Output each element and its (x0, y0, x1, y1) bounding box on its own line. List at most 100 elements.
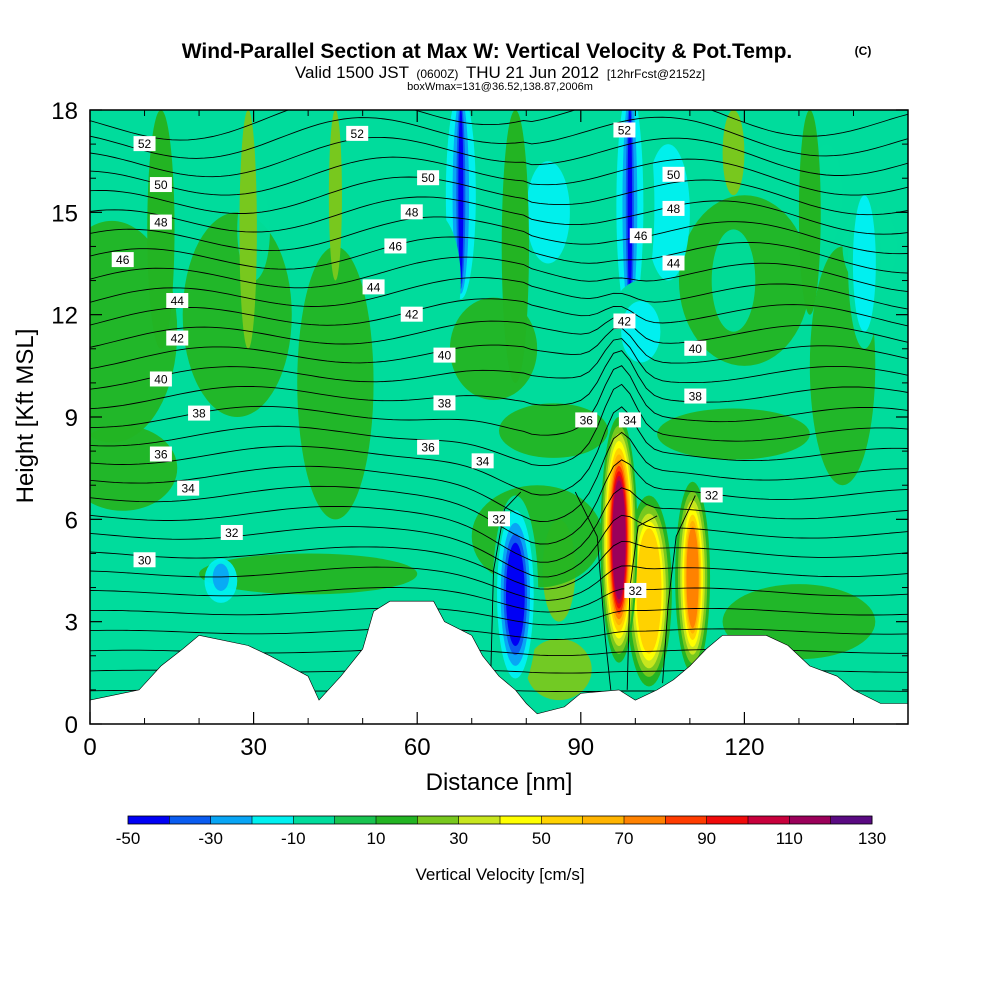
isentrope-line (90, 338, 908, 390)
colorbar-tick-label: 50 (532, 829, 551, 848)
theta-label-text: 52 (138, 137, 152, 151)
terrain (90, 600, 908, 724)
theta-label-text: 46 (389, 239, 403, 253)
w-region (657, 408, 810, 460)
w-downdraft-level (627, 110, 633, 306)
colorbar-swatch (128, 816, 170, 824)
theta-label-box (149, 177, 172, 193)
theta-label-box (362, 279, 385, 295)
isentrope-line (90, 317, 908, 348)
w-region (90, 425, 178, 511)
theta-label: 32 (488, 511, 510, 527)
w-region (526, 161, 570, 264)
x-tick-label: 60 (404, 734, 431, 761)
theta-label-text: 32 (225, 526, 239, 540)
theta-label-box (613, 122, 636, 138)
theta-label-box (133, 136, 156, 152)
isentrope-line (90, 136, 908, 178)
theta-label-text: 34 (181, 482, 195, 496)
theta-label-text: 38 (192, 407, 206, 421)
theta-label: 38 (684, 388, 707, 404)
w-streak (239, 110, 257, 349)
theta-label-box (111, 252, 134, 268)
theta-label: 44 (166, 293, 189, 309)
isentrope-line (90, 116, 908, 159)
colorbar-tick-label: 30 (449, 829, 468, 848)
theta-label-box (384, 238, 407, 254)
theta-label: 42 (613, 313, 636, 329)
theta-label-text: 36 (421, 441, 435, 455)
colorbar-swatch (169, 816, 212, 824)
theta-label: 44 (662, 255, 685, 271)
colorbar-label: Vertical Velocity [cm/s] (415, 865, 584, 884)
isentrope-line (90, 256, 908, 293)
theta-label: 34 (471, 453, 494, 469)
isentrope-line (626, 515, 658, 690)
theta-label: 40 (433, 347, 456, 363)
theta-label-text: 40 (689, 342, 703, 356)
theta-label-text: 34 (476, 454, 490, 468)
w-updraft-level (612, 480, 626, 600)
theta-label-text: 42 (618, 314, 632, 328)
valid-utc: (0600Z) (416, 67, 458, 81)
isentrope-line (90, 277, 908, 310)
theta-label-text: 42 (171, 332, 185, 346)
w-region (499, 403, 609, 458)
w-downdraft-level (621, 301, 661, 363)
theta-label: 40 (684, 340, 707, 356)
y-tick-label: 15 (51, 200, 78, 227)
isentrope-line (90, 350, 908, 410)
theta-label-box (575, 412, 598, 428)
theta-label-text: 48 (667, 202, 681, 216)
theta-label-box (177, 480, 200, 496)
colorbar-swatch (541, 816, 584, 824)
theta-label-text: 32 (629, 584, 643, 598)
isentrope-line (90, 365, 908, 436)
chart-subtitle: Valid 1500 JST (0600Z) THU 21 Jun 2012 [… (295, 63, 705, 82)
theta-label-box (166, 293, 189, 309)
theta-label-text: 48 (154, 216, 168, 230)
colorbar-tick-label: 70 (615, 829, 634, 848)
colorbar-swatch (334, 816, 377, 824)
colorbar-tick-label: 110 (776, 829, 803, 848)
theta-label: 50 (417, 170, 440, 186)
theta-label-text: 46 (634, 229, 648, 243)
theta-label-box (417, 439, 440, 455)
theta-label: 36 (149, 446, 172, 462)
isentrope-line (90, 156, 908, 196)
colorbar-swatch (500, 816, 542, 824)
isentrope-line (90, 298, 908, 327)
theta-label-box (417, 170, 440, 186)
valid-time: Valid 1500 JST (295, 63, 409, 82)
theta-label: 46 (629, 228, 652, 244)
isentrope-line (90, 383, 908, 467)
theta-label: 36 (575, 412, 598, 428)
y-tick-label: 6 (65, 507, 78, 534)
theta-label-text: 30 (138, 553, 152, 567)
theta-label: 38 (433, 395, 456, 411)
colorbar-swatch (706, 816, 749, 824)
theta-label: 32 (220, 524, 243, 540)
theta-labels: 52 52 52 50 50 50 48 48 48 46 46 46 44 44 44 42 42 42 40 40… (111, 122, 723, 598)
isentrope-line (90, 607, 908, 626)
y-tick-label: 18 (51, 98, 78, 125)
isentrope-line (90, 565, 908, 601)
colorbar-swatch (748, 816, 790, 824)
theta-label-text: 34 (623, 413, 637, 427)
theta-label-text: 36 (154, 448, 168, 462)
theta-label-text: 50 (421, 171, 435, 185)
theta-label: 32 (700, 487, 723, 503)
theta-label-box (624, 582, 647, 598)
colorbar-swatch (210, 816, 253, 824)
theta-label-box (488, 511, 510, 527)
w-region (711, 229, 756, 332)
theta-label: 48 (400, 204, 423, 220)
forecast-tag: [12hrFcst@2152z] (607, 67, 705, 81)
colorbar-swatch (252, 816, 294, 824)
theta-label-box (188, 405, 211, 421)
theta-label-text: 32 (705, 488, 719, 502)
theta-label-text: 36 (580, 413, 594, 427)
isentrope-line (90, 110, 908, 141)
theta-label: 46 (111, 252, 134, 268)
theta-label-text: 40 (154, 372, 168, 386)
